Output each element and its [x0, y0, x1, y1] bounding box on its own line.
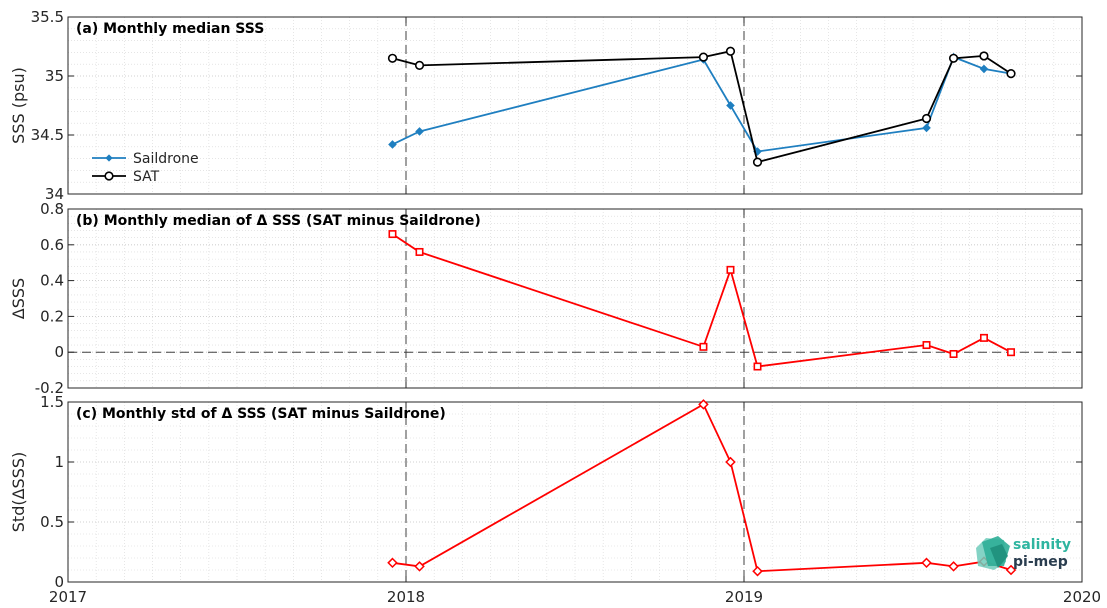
x-tick-label: 2018: [387, 588, 425, 606]
data-point: [415, 247, 424, 256]
data-point: [726, 265, 735, 274]
y-tick-label: 0.8: [40, 200, 64, 218]
panel-1: 34 34.5 35 35.5 SSS (psu) (a) Monthly median …: [9, 8, 1083, 203]
y-tick-label: 35.5: [31, 8, 64, 26]
x-tick-label: 2020: [1063, 588, 1101, 606]
y-tick-label: 0: [54, 573, 64, 591]
data-point: [698, 52, 709, 62]
y-axis-label: SSS (psu): [9, 67, 28, 144]
data-point: [948, 53, 959, 63]
data-point: [979, 333, 988, 342]
y-axis-label: ΔSSS: [9, 278, 28, 319]
y-axis-label: Std(ΔSSS): [9, 452, 28, 532]
y-tick-label: 0.5: [40, 513, 64, 531]
data-point: [979, 51, 989, 61]
axes-box: [67, 208, 1083, 389]
series-sat: [387, 46, 1016, 167]
panel-2: -0.2 0 0.2 0.4 0.6 0.8 ΔSSS (b) Monthly median …: [9, 200, 1083, 397]
data-point: [387, 53, 398, 63]
logo-text-line1: salinity: [1013, 537, 1071, 553]
legend-label: SAT: [133, 169, 160, 185]
panel-title: (b) Monthly median of Δ SSS (SAT minus S…: [76, 213, 481, 229]
y-tick-label: 1.5: [40, 393, 64, 411]
data-point: [414, 561, 425, 572]
y-tick-label: 0: [54, 343, 64, 361]
legend-marker: [104, 171, 114, 181]
data-point: [388, 230, 397, 239]
y-tick-label: -0.2: [35, 379, 64, 397]
legend-label: Saildrone: [133, 151, 199, 167]
data-point: [414, 60, 425, 70]
data-point: [725, 46, 736, 56]
y-tick-label: 1: [54, 453, 64, 471]
data-point: [752, 157, 763, 167]
panel-title: (c) Monthly std of Δ SSS (SAT minus Sail…: [76, 406, 446, 422]
data-point: [726, 101, 735, 110]
y-tick-label: 0.2: [40, 307, 64, 325]
data-point: [415, 127, 424, 136]
data-point: [1006, 69, 1016, 79]
data-point: [922, 341, 931, 350]
data-point: [1005, 564, 1017, 576]
y-tick-label: 34.5: [31, 126, 64, 144]
data-point: [725, 456, 736, 468]
logo-text-line2: pi-mep: [1013, 554, 1068, 570]
data-point: [1007, 348, 1016, 357]
data-point: [921, 557, 932, 569]
x-tick-label: 2019: [725, 588, 763, 606]
plot-area: [68, 209, 1082, 388]
data-point: [753, 362, 762, 371]
series-line: [388, 230, 1016, 371]
data-point: [922, 123, 931, 133]
y-tick-label: 34: [45, 185, 64, 203]
x-tick-label: 2017: [49, 588, 87, 606]
data-point: [387, 557, 398, 569]
panel-title: (a) Monthly median SSS: [76, 21, 264, 37]
data-point: [752, 565, 763, 577]
y-tick-label: 0.6: [40, 236, 64, 254]
y-tick-label: 0.4: [40, 272, 64, 290]
series-saildrone: [388, 52, 1016, 156]
legend-marker: [105, 154, 113, 162]
data-point: [699, 342, 708, 351]
data-point: [979, 64, 989, 74]
data-point: [698, 399, 709, 410]
y-tick-label: 35: [45, 67, 64, 85]
data-point: [921, 113, 932, 124]
data-point: [949, 349, 958, 358]
legend: Saildrone SAT: [92, 151, 199, 185]
data-point: [388, 140, 397, 149]
axes-box: [67, 401, 1083, 583]
axes-box: [67, 16, 1083, 195]
logo-shape-icon: [990, 544, 1008, 568]
data-point: [948, 561, 959, 572]
panel-3: 0 0.5 1 1.5 2017 2018 2019 2020 Std(ΔSSS) (c) Mon…: [9, 393, 1101, 606]
